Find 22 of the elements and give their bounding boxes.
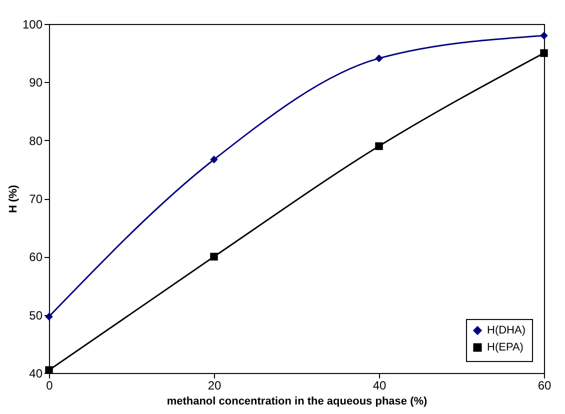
x-axis-title: methanol concentration in the aqueous phase (%): [166, 396, 428, 408]
x-tick-label: 0: [46, 378, 54, 392]
y-tick-label: 90: [29, 76, 43, 90]
point: [375, 142, 383, 150]
point: [540, 49, 548, 57]
point: [540, 32, 548, 40]
point: [210, 156, 218, 164]
y-axis-title: H (%): [7, 184, 20, 214]
y-tick-label: 70: [29, 192, 43, 206]
legend-label: H(EPA): [487, 342, 524, 354]
point: [375, 54, 383, 62]
x-tick-label: 60: [538, 378, 552, 392]
x-tick-label: 20: [208, 378, 222, 392]
y-tick-label: 100: [22, 18, 43, 32]
legend-label: H(DHA): [487, 324, 526, 336]
y-tick-label: 80: [29, 134, 43, 148]
y-tick-label: 40: [29, 366, 43, 380]
y-tick-label: 60: [29, 250, 43, 264]
point: [45, 312, 53, 320]
point: [210, 252, 218, 261]
x-tick-label: 40: [372, 378, 386, 392]
y-tick-label: 50: [29, 308, 43, 322]
